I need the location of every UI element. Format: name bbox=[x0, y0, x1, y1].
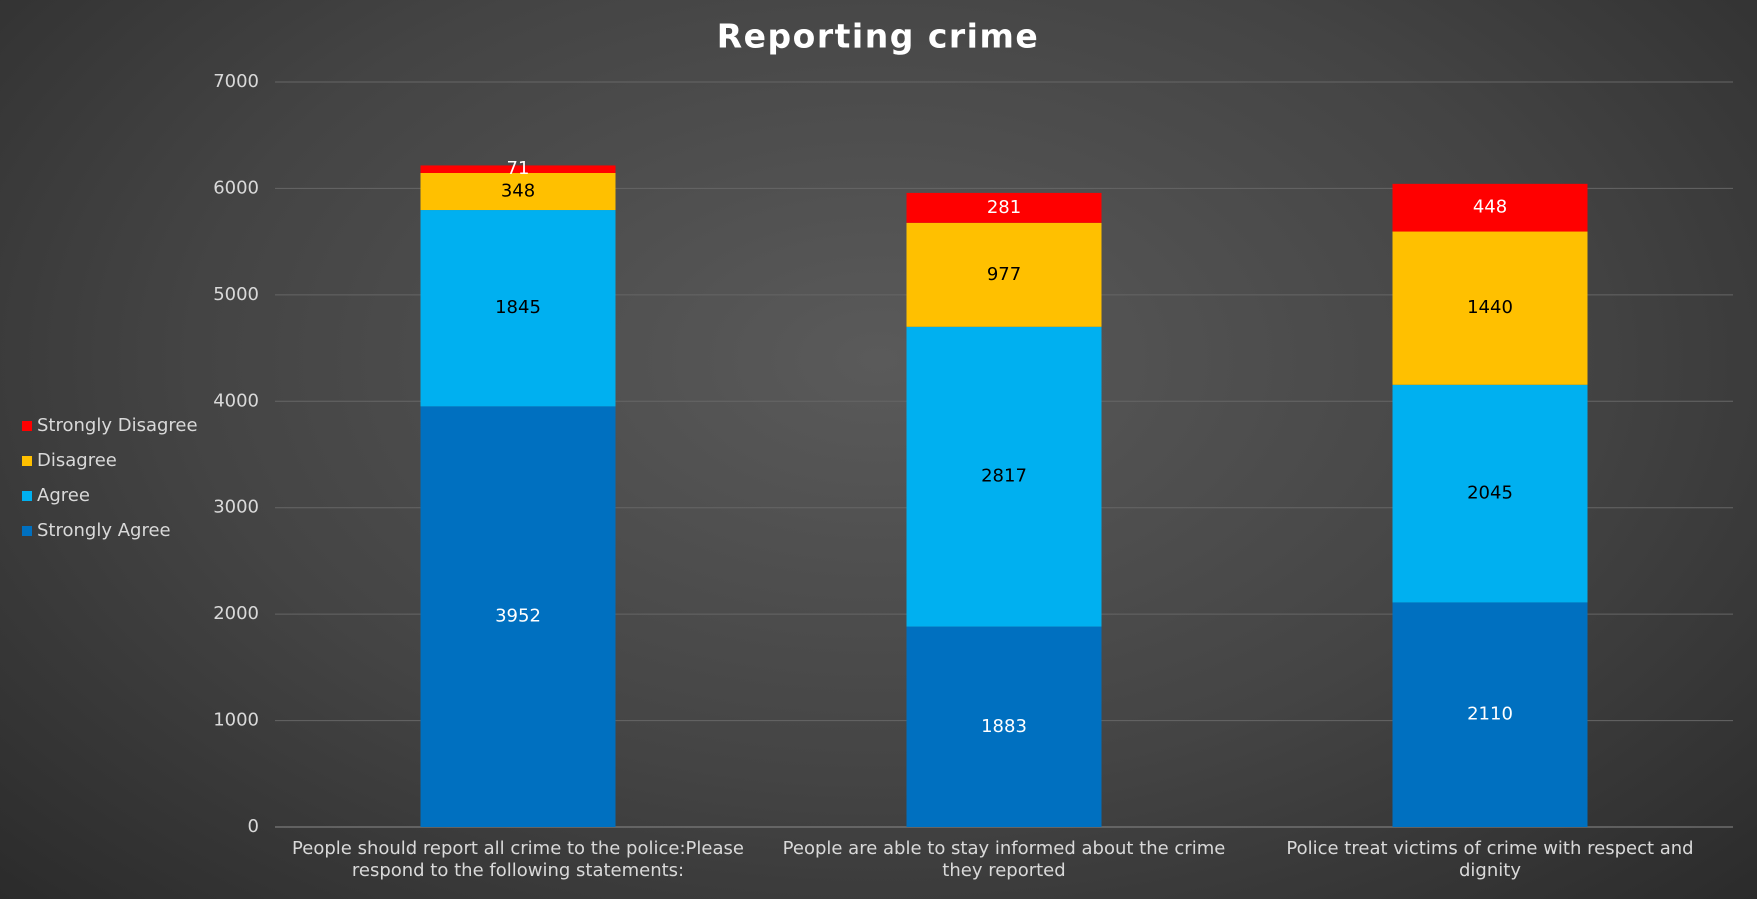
legend-swatch bbox=[22, 421, 32, 431]
data-label: 1440 bbox=[1467, 297, 1513, 318]
x-tick-label: People are able to stay informed about t… bbox=[782, 838, 1226, 881]
bar-segment bbox=[420, 406, 616, 827]
bar-segment bbox=[1392, 384, 1588, 603]
legend-label: Disagree bbox=[37, 450, 117, 471]
legend-label: Strongly Disagree bbox=[37, 415, 198, 436]
bar-segment bbox=[906, 326, 1102, 627]
data-label: 281 bbox=[987, 197, 1021, 218]
data-label: 2817 bbox=[981, 466, 1027, 487]
data-label: 1845 bbox=[495, 297, 541, 318]
y-tick-label: 0 bbox=[248, 816, 259, 837]
data-label: 71 bbox=[507, 158, 530, 179]
y-tick-label: 5000 bbox=[213, 284, 259, 305]
bar-segment bbox=[906, 626, 1102, 827]
bar-segment bbox=[420, 165, 616, 173]
legend-label: Strongly Agree bbox=[37, 520, 171, 541]
y-tick-label: 4000 bbox=[213, 390, 259, 411]
data-label: 1883 bbox=[981, 716, 1027, 737]
data-label: 2045 bbox=[1467, 483, 1513, 504]
legend-swatch bbox=[22, 456, 32, 466]
chart-title: Reporting crime bbox=[717, 17, 1039, 56]
data-label: 2110 bbox=[1467, 704, 1513, 725]
bar-segment bbox=[1392, 231, 1588, 385]
x-tick-label: People should report all crime to the po… bbox=[292, 838, 744, 881]
bar-segment bbox=[420, 210, 616, 407]
data-label: 977 bbox=[987, 264, 1021, 285]
x-tick-label: Police treat victims of crime with respe… bbox=[1286, 838, 1694, 881]
y-tick-label: 7000 bbox=[213, 71, 259, 92]
bar-segment bbox=[1392, 183, 1588, 232]
legend-label: Agree bbox=[37, 485, 90, 506]
y-tick-label: 1000 bbox=[213, 710, 259, 731]
y-tick-label: 6000 bbox=[213, 177, 259, 198]
legend-swatch bbox=[22, 526, 32, 536]
data-label: 3952 bbox=[495, 606, 541, 627]
y-tick-label: 2000 bbox=[213, 603, 259, 624]
bar-segment bbox=[420, 172, 616, 211]
data-label: 348 bbox=[501, 181, 535, 202]
data-label: 448 bbox=[1473, 197, 1507, 218]
y-tick-label: 3000 bbox=[213, 497, 259, 518]
bar-segment bbox=[906, 222, 1102, 327]
bar-segment bbox=[906, 192, 1102, 223]
legend-swatch bbox=[22, 491, 32, 501]
bar-segment bbox=[1392, 602, 1588, 827]
